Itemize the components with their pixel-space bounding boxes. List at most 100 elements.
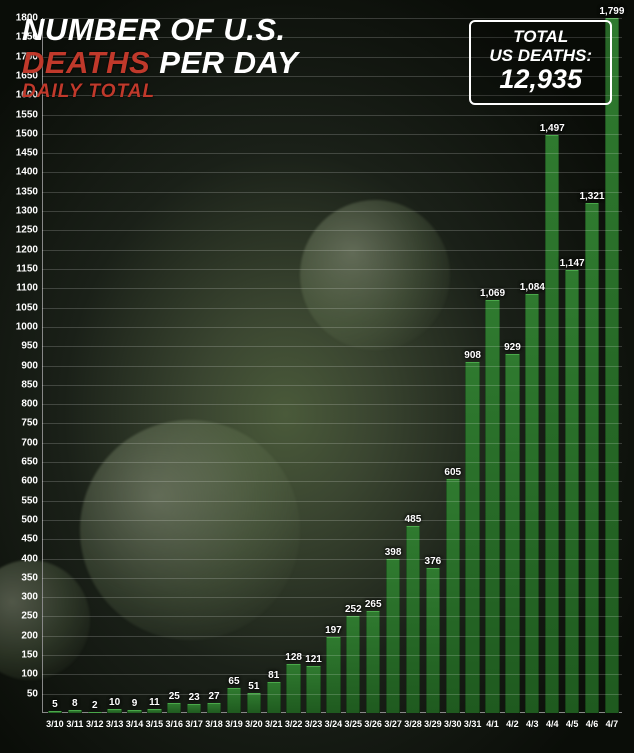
x-tick-label: 4/6 — [586, 719, 599, 729]
title-prefix: NUMBER OF U.S. — [22, 12, 286, 47]
x-tick-label: 4/3 — [526, 719, 539, 729]
bar-value-label: 5 — [52, 699, 58, 710]
bar-value-label: 929 — [504, 342, 521, 353]
grid-line — [42, 346, 622, 347]
bar-value-label: 398 — [385, 547, 402, 558]
y-tick-label: 850 — [21, 379, 38, 390]
bar-value-label: 908 — [464, 350, 481, 361]
grid-line — [42, 578, 622, 579]
x-tick-label: 3/17 — [185, 719, 203, 729]
x-tick-label: 3/27 — [384, 719, 402, 729]
grid-line — [42, 230, 622, 231]
y-tick-label: 350 — [21, 572, 38, 583]
title-accent: DEATHS — [22, 45, 150, 80]
x-tick-label: 3/19 — [225, 719, 243, 729]
y-tick-label: 500 — [21, 514, 38, 525]
bar: 11 — [147, 709, 161, 713]
y-tick-label: 550 — [21, 495, 38, 506]
x-tick-label: 3/16 — [166, 719, 184, 729]
bar-value-label: 2 — [92, 700, 98, 711]
x-tick-label: 3/26 — [364, 719, 382, 729]
bar-value-label: 252 — [345, 604, 362, 615]
grid-line — [42, 423, 622, 424]
x-tick-label: 4/1 — [486, 719, 499, 729]
y-tick-label: 250 — [21, 611, 38, 622]
x-tick-label: 3/24 — [325, 719, 343, 729]
grid-line — [42, 385, 622, 386]
bar: 27 — [207, 703, 221, 713]
y-tick-label: 1500 — [16, 128, 38, 139]
bar: 8 — [68, 710, 82, 713]
x-tick-label: 3/29 — [424, 719, 442, 729]
grid-line — [42, 539, 622, 540]
x-tick-label: 4/2 — [506, 719, 519, 729]
x-tick-label: 3/31 — [464, 719, 482, 729]
x-tick-label: 3/23 — [305, 719, 323, 729]
y-tick-label: 950 — [21, 341, 38, 352]
bar: 908 — [465, 362, 479, 713]
bar-value-label: 65 — [228, 676, 239, 687]
y-tick-label: 1000 — [16, 321, 38, 332]
y-tick-label: 800 — [21, 399, 38, 410]
grid-line — [42, 655, 622, 656]
x-tick-label: 3/14 — [126, 719, 144, 729]
bar-value-label: 1,497 — [540, 123, 565, 134]
y-tick-label: 700 — [21, 437, 38, 448]
y-tick-label: 450 — [21, 534, 38, 545]
bar: 1,069 — [485, 300, 499, 713]
y-tick-label: 1550 — [16, 109, 38, 120]
total-value: 12,935 — [489, 65, 592, 95]
bar: 10 — [107, 709, 121, 713]
grid-line — [42, 153, 622, 154]
total-label-2: US DEATHS: — [489, 47, 592, 66]
x-tick-label: 4/4 — [546, 719, 559, 729]
chart-header: NUMBER OF U.S. DEATHS PER DAY DAILY TOTA… — [22, 14, 298, 103]
bar: 5 — [48, 711, 62, 713]
x-tick-label: 3/11 — [66, 719, 83, 729]
x-tick-label: 3/22 — [285, 719, 303, 729]
grid-line — [42, 134, 622, 135]
x-tick-label: 3/20 — [245, 719, 263, 729]
bar-value-label: 265 — [365, 599, 382, 610]
x-tick-label: 3/25 — [345, 719, 363, 729]
x-tick-label: 3/10 — [46, 719, 64, 729]
bar-value-label: 11 — [149, 697, 160, 708]
grid-line — [42, 211, 622, 212]
grid-line — [42, 327, 622, 328]
y-tick-label: 100 — [21, 669, 38, 680]
x-tick-label: 3/21 — [265, 719, 283, 729]
subtitle: DAILY TOTAL — [22, 81, 298, 103]
bar: 121 — [306, 666, 320, 713]
total-box: TOTAL US DEATHS: 12,935 — [469, 20, 612, 105]
bar: 485 — [406, 526, 420, 713]
x-tick-label: 3/15 — [146, 719, 164, 729]
y-tick-label: 1300 — [16, 206, 38, 217]
bar: 1,084 — [525, 294, 539, 713]
bar: 929 — [505, 354, 519, 713]
y-tick-label: 1100 — [16, 283, 38, 294]
y-tick-label: 650 — [21, 457, 38, 468]
bar-value-label: 1,069 — [480, 288, 505, 299]
y-tick-label: 1050 — [16, 302, 38, 313]
grid-line — [42, 597, 622, 598]
y-tick-label: 300 — [21, 592, 38, 603]
y-tick-label: 600 — [21, 476, 38, 487]
y-tick-label: 150 — [21, 650, 38, 661]
chart-container: NUMBER OF U.S. DEATHS PER DAY DAILY TOTA… — [0, 0, 634, 753]
bar-value-label: 605 — [444, 467, 461, 478]
y-tick-label: 1350 — [16, 186, 38, 197]
grid-line — [42, 366, 622, 367]
title-suffix: PER DAY — [150, 45, 298, 80]
bar-value-label: 1,799 — [599, 6, 624, 17]
grid-line — [42, 192, 622, 193]
grid-line — [42, 288, 622, 289]
grid-line — [42, 616, 622, 617]
bar-value-label: 128 — [285, 652, 302, 663]
grid-line — [42, 250, 622, 251]
bar: 252 — [346, 616, 360, 713]
grid-line — [42, 462, 622, 463]
x-tick-label: 3/28 — [404, 719, 422, 729]
y-tick-label: 400 — [21, 553, 38, 564]
bar: 65 — [227, 688, 241, 713]
grid-line — [42, 443, 622, 444]
